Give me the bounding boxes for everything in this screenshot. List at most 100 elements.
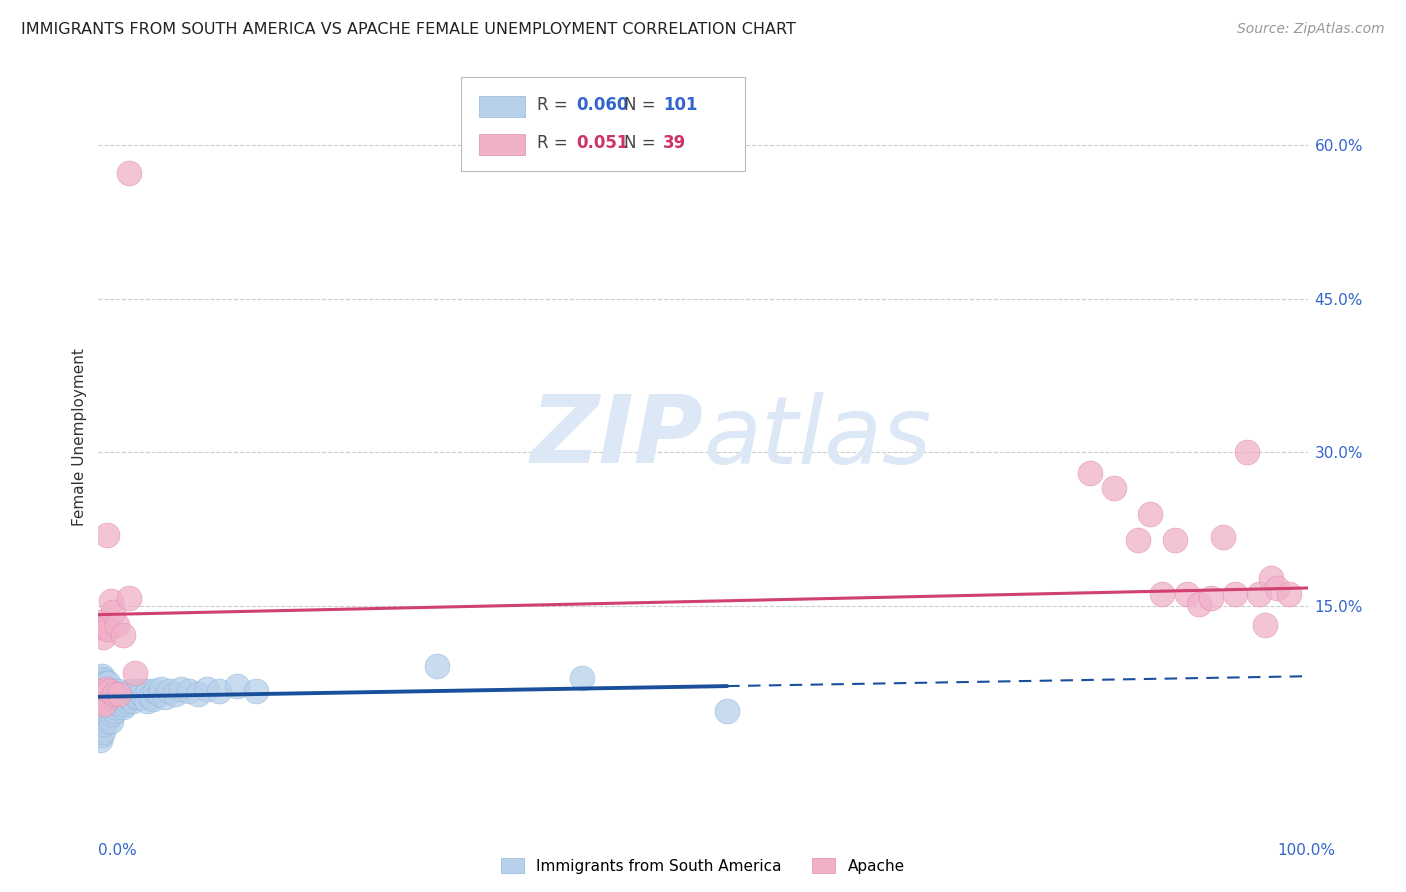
- Point: [101, 691, 124, 706]
- Point: [121, 690, 143, 704]
- Point: [124, 666, 146, 681]
- Point: [90, 681, 112, 696]
- Point: [118, 591, 141, 606]
- Point: [120, 683, 142, 698]
- Point: [90, 702, 112, 716]
- Point: [187, 687, 209, 701]
- Point: [93, 697, 115, 711]
- Point: [179, 683, 201, 698]
- Point: [100, 687, 122, 701]
- Point: [90, 671, 112, 685]
- Point: [142, 691, 165, 706]
- Point: [89, 694, 111, 708]
- Point: [89, 732, 111, 747]
- Point: [136, 683, 159, 698]
- Point: [150, 681, 173, 696]
- Point: [1236, 445, 1258, 459]
- Point: [245, 683, 267, 698]
- Point: [571, 671, 593, 685]
- Point: [96, 691, 118, 706]
- Point: [157, 683, 180, 698]
- Text: ZIP: ZIP: [530, 391, 703, 483]
- Point: [153, 690, 176, 704]
- Point: [127, 683, 149, 698]
- Point: [91, 700, 114, 714]
- Point: [96, 702, 118, 716]
- Point: [1260, 571, 1282, 585]
- Text: N =: N =: [624, 96, 657, 114]
- Point: [226, 680, 249, 694]
- Point: [105, 618, 128, 632]
- Point: [125, 690, 148, 704]
- Point: [716, 704, 738, 718]
- Point: [114, 697, 136, 711]
- Point: [96, 714, 118, 729]
- Point: [108, 687, 131, 701]
- Point: [101, 702, 124, 716]
- Point: [107, 683, 129, 698]
- Point: [91, 669, 114, 683]
- Point: [97, 676, 120, 690]
- FancyBboxPatch shape: [461, 78, 745, 171]
- Point: [91, 697, 114, 711]
- FancyBboxPatch shape: [479, 134, 526, 154]
- Point: [110, 694, 132, 708]
- Point: [94, 681, 117, 696]
- Point: [96, 527, 118, 541]
- Point: [135, 694, 157, 708]
- Point: [108, 697, 131, 711]
- Point: [90, 615, 112, 629]
- Point: [93, 673, 115, 688]
- Point: [1078, 466, 1101, 480]
- Point: [98, 700, 121, 714]
- Point: [94, 676, 117, 690]
- Point: [91, 687, 114, 701]
- Point: [1128, 533, 1150, 547]
- Point: [100, 683, 122, 698]
- Point: [100, 694, 122, 708]
- Point: [100, 704, 122, 718]
- Point: [91, 690, 114, 704]
- Point: [1139, 507, 1161, 521]
- Point: [90, 691, 112, 706]
- Text: atlas: atlas: [703, 392, 931, 483]
- Text: 101: 101: [664, 96, 697, 114]
- Point: [139, 690, 162, 704]
- Point: [91, 724, 114, 739]
- Point: [100, 594, 122, 608]
- Point: [94, 687, 117, 701]
- Point: [169, 681, 191, 696]
- Point: [93, 683, 115, 698]
- Point: [426, 659, 449, 673]
- Point: [1223, 587, 1246, 601]
- Point: [124, 687, 146, 701]
- Point: [1152, 587, 1174, 601]
- Point: [94, 697, 117, 711]
- Point: [122, 694, 145, 708]
- Point: [1278, 587, 1301, 601]
- Point: [111, 700, 134, 714]
- Point: [108, 691, 131, 706]
- Point: [118, 691, 141, 706]
- Point: [107, 694, 129, 708]
- Point: [208, 683, 231, 698]
- Text: R =: R =: [537, 134, 568, 152]
- Text: 0.060: 0.060: [576, 96, 628, 114]
- Point: [148, 687, 170, 701]
- Text: 39: 39: [664, 134, 686, 152]
- Point: [112, 694, 135, 708]
- Point: [91, 620, 114, 634]
- Point: [1212, 530, 1234, 544]
- Point: [1102, 482, 1125, 496]
- Point: [93, 704, 115, 718]
- Point: [89, 717, 111, 731]
- Point: [1163, 533, 1185, 547]
- Point: [129, 687, 152, 701]
- Text: IMMIGRANTS FROM SOUTH AMERICA VS APACHE FEMALE UNEMPLOYMENT CORRELATION CHART: IMMIGRANTS FROM SOUTH AMERICA VS APACHE …: [21, 22, 796, 37]
- Point: [90, 728, 112, 742]
- Point: [91, 723, 114, 737]
- Point: [89, 620, 111, 634]
- Point: [89, 687, 111, 701]
- Point: [118, 687, 141, 701]
- Point: [108, 687, 131, 701]
